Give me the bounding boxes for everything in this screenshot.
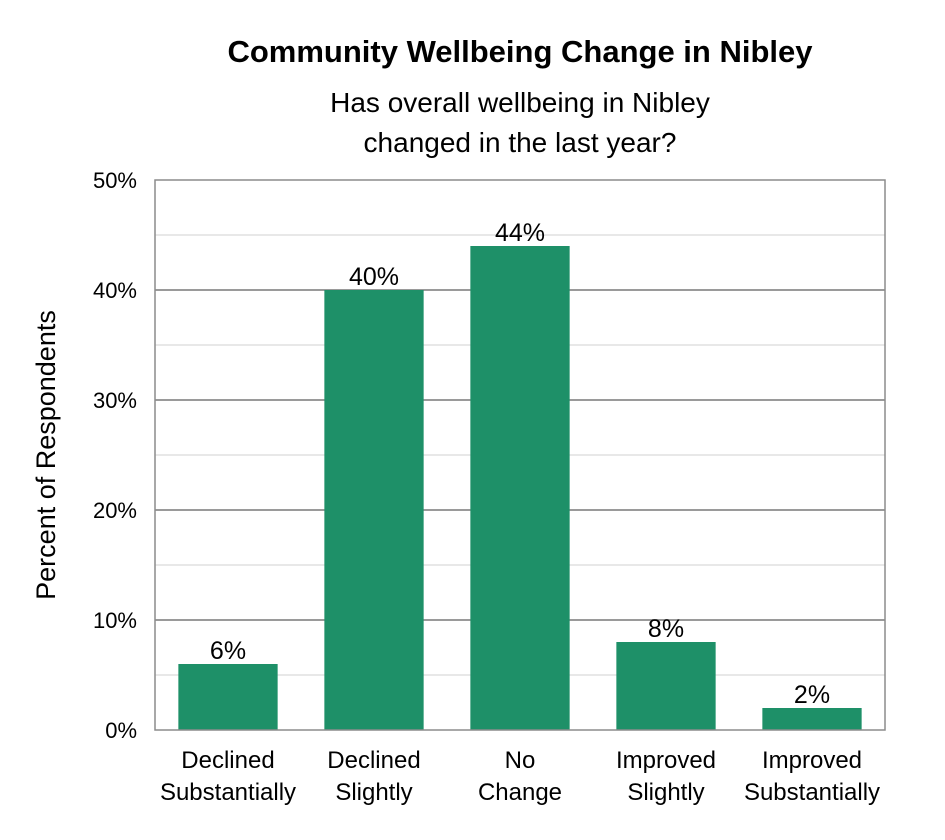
y-tick-label: 0%: [105, 718, 137, 743]
x-tick-label: No: [505, 747, 536, 774]
bar: [470, 246, 570, 730]
y-tick-label: 30%: [93, 388, 137, 413]
bar: [616, 642, 716, 730]
y-tick-label: 20%: [93, 498, 137, 523]
y-tick-label: 40%: [93, 278, 137, 303]
x-tick-label: Declined: [181, 747, 274, 774]
chart-subtitle-line-2: changed in the last year?: [364, 127, 677, 158]
data-label: 6%: [210, 637, 246, 665]
bars: [178, 246, 862, 730]
x-tick-label: Change: [478, 779, 562, 806]
data-labels: 6% 40% 44% 8% 2%: [210, 219, 830, 709]
data-label: 44%: [495, 219, 545, 247]
bar: [178, 664, 278, 730]
plot-area-border: [154, 179, 886, 731]
y-tick-label: 10%: [93, 608, 137, 633]
x-axis-ticks: Declined Substantially Declined Slightly No C…: [160, 747, 880, 806]
x-tick-label: Improved: [616, 747, 716, 774]
chart-subtitle-line-1: Has overall wellbeing in Nibley: [330, 87, 710, 118]
data-label: 40%: [349, 263, 399, 291]
chart-title: Community Wellbeing Change in Nibley: [227, 34, 813, 69]
y-axis-label: Percent of Respondents: [31, 310, 61, 600]
x-tick-label: Slightly: [627, 779, 704, 806]
y-tick-label: 50%: [93, 168, 137, 193]
x-tick-label: Substantially: [160, 779, 296, 806]
bar: [762, 708, 862, 730]
x-tick-label: Slightly: [335, 779, 412, 806]
data-label: 8%: [648, 615, 684, 643]
data-label: 2%: [794, 681, 830, 709]
x-tick-label: Substantially: [744, 779, 880, 806]
x-tick-label: Declined: [327, 747, 420, 774]
x-tick-label: Improved: [762, 747, 862, 774]
bar: [324, 290, 424, 730]
y-axis-ticks: 0% 10% 20% 30% 40% 50%: [93, 168, 137, 743]
